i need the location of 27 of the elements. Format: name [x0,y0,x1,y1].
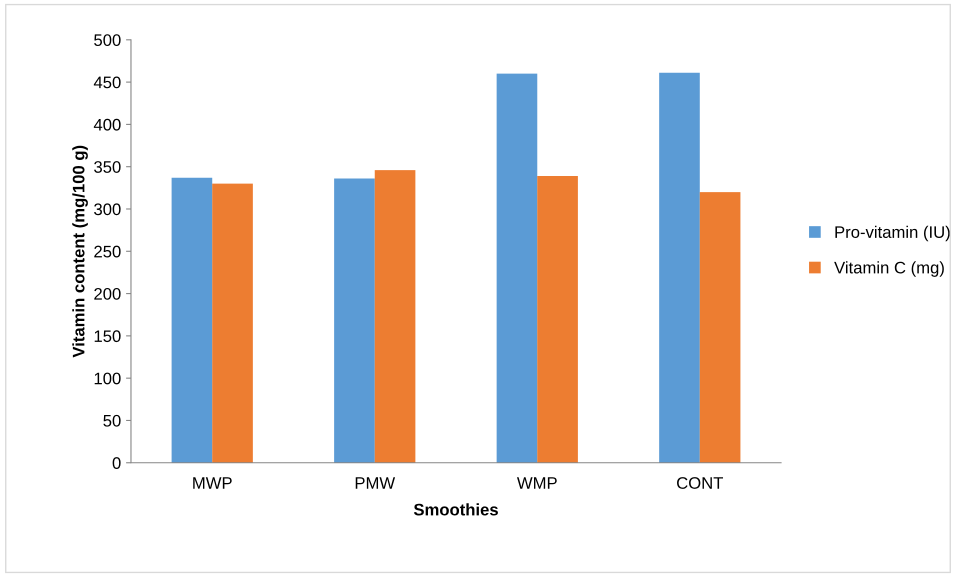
y-tick-label: 250 [94,246,121,258]
x-tick-label: CONT [677,477,724,489]
bar [700,192,740,463]
x-tick-label: WMP [516,477,557,489]
y-tick-label: 150 [94,330,121,342]
legend-label: Pro-vitamin (IU) [835,226,950,242]
y-tick-label: 450 [94,76,121,88]
y-tick-label: 50 [103,414,121,427]
y-tick-label: 500 [94,34,121,46]
x-axis-title: Smoothies [414,503,498,516]
x-tick-label: PMW [356,477,396,489]
bar [212,184,253,463]
bar [172,178,212,463]
y-tick-label: 300 [94,203,121,216]
y-tick-label: 400 [94,118,121,131]
y-tick-label: 0 [112,457,121,469]
y-tick-label: 350 [94,161,121,173]
bar [334,178,375,463]
x-tick-label: MWP [193,477,232,489]
bar [496,74,538,463]
y-tick-label: 100 [94,372,121,384]
y-axis-title: Vitamin content (mg/100 g) [72,146,88,358]
bar [537,176,578,463]
bar [374,170,416,463]
legend-label: Vitamin C (mg) [834,261,944,277]
y-tick-label: 200 [94,288,121,300]
bar [659,72,700,463]
